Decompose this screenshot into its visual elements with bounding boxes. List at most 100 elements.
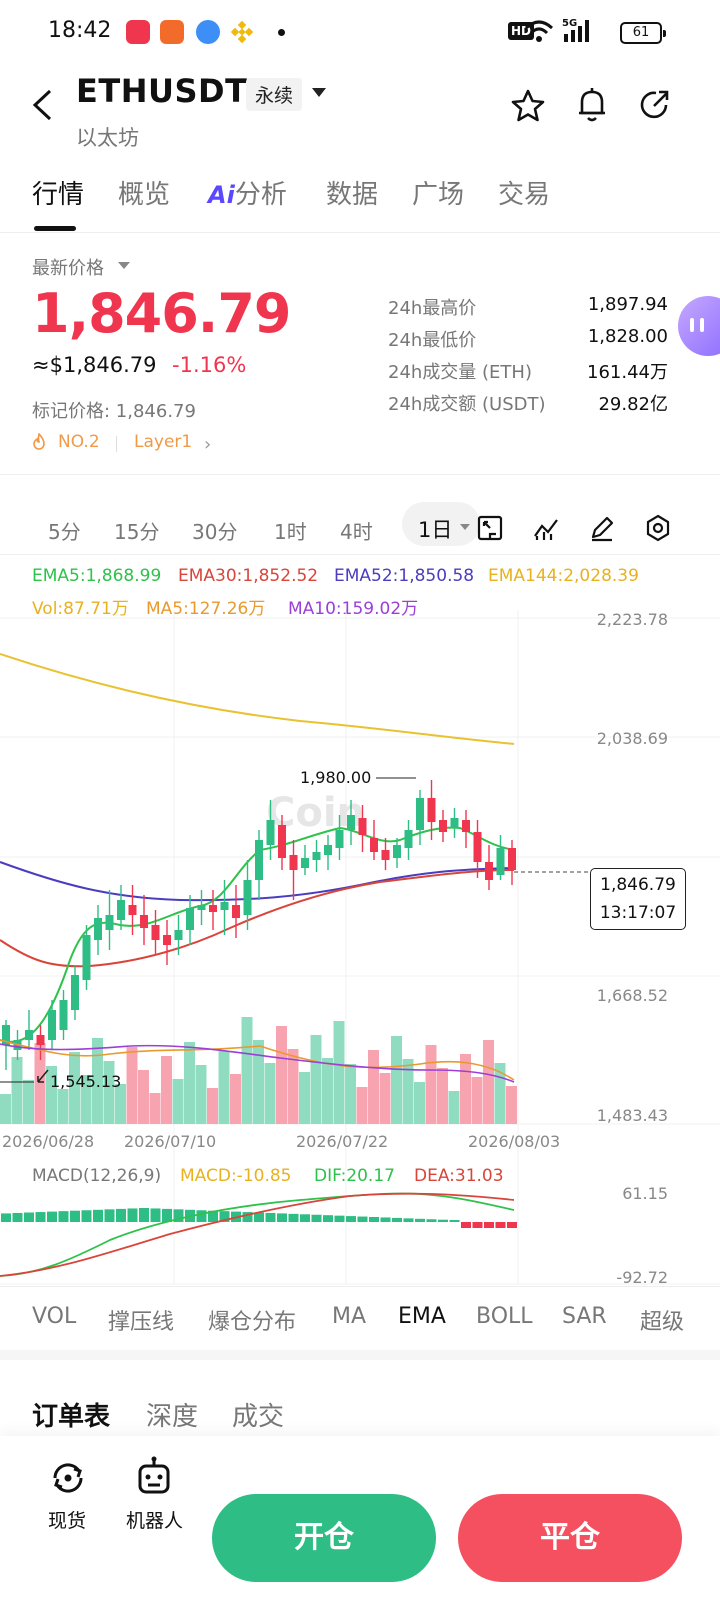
timeframe-5m[interactable]: 5分 [48, 520, 81, 544]
bot-label[interactable]: 机器人 [126, 1510, 184, 1532]
macd-bar [104, 1209, 115, 1222]
volume-bar [0, 1094, 11, 1124]
indicator-tab-vol[interactable]: VOL [32, 1304, 77, 1329]
macd-bar [484, 1222, 494, 1228]
volume-bar [172, 1079, 184, 1124]
back-icon[interactable] [30, 88, 54, 126]
tab-square[interactable]: 广场 [412, 180, 465, 210]
chevron-down-icon[interactable] [312, 88, 326, 97]
share-icon[interactable] [636, 86, 672, 128]
spot-swap-icon[interactable] [48, 1458, 88, 1502]
candle [197, 905, 206, 910]
open-position-button[interactable]: 开仓 [212, 1494, 436, 1582]
candle [278, 825, 286, 858]
ema30-legend: EMA30:1,852.52 [178, 566, 319, 586]
fullscreen-icon[interactable] [476, 514, 504, 546]
battery-icon: 61 [620, 22, 666, 44]
ema52-line [0, 861, 515, 902]
current-price-box[interactable]: 1,846.79 13:17:07 [590, 868, 686, 930]
tab-overview[interactable]: 概览 [118, 180, 171, 210]
asset-name: 以太坊 [76, 126, 139, 150]
candle [151, 925, 160, 940]
candle [232, 905, 240, 918]
tab-depth[interactable]: 深度 [146, 1402, 199, 1432]
volume-bar [264, 1063, 276, 1124]
rank-tag[interactable]: NO.2 [58, 432, 100, 452]
macd-value-legend: MACD:-10.85 [180, 1166, 292, 1186]
date-tick: 2026/08/03 [468, 1132, 561, 1151]
timeframe-4h[interactable]: 4时 [340, 520, 373, 544]
volume-bar [391, 1036, 402, 1124]
volume-bar [414, 1082, 425, 1124]
stat-turnover-label: 24h成交额 (USDT) [388, 394, 546, 415]
robot-icon[interactable] [134, 1456, 174, 1502]
volume-bar [92, 1038, 103, 1124]
indicator-tab-boll[interactable]: BOLL [476, 1304, 533, 1329]
candle [266, 820, 275, 845]
indicator-icon[interactable] [532, 514, 560, 546]
tab-market[interactable]: 行情 [32, 180, 85, 210]
ai-icon: Ai [208, 181, 235, 209]
volume-bar [506, 1086, 517, 1124]
macd-axis-top: 61.15 [622, 1184, 668, 1203]
divider [0, 554, 720, 555]
dif-line [0, 1192, 515, 1277]
indicator-tab-super[interactable]: 超级 [640, 1310, 685, 1335]
ema5-line [0, 826, 515, 1043]
status-time: 18:42 [48, 18, 112, 43]
macd-bar [254, 1212, 264, 1222]
spot-label[interactable]: 现货 [48, 1510, 87, 1532]
tab-orderbook[interactable]: 订单表 [32, 1402, 111, 1432]
volume-bar [138, 1070, 149, 1124]
macd-bar [357, 1216, 368, 1222]
indicator-tab-liquidation[interactable]: 爆仓分布 [208, 1310, 297, 1335]
draw-pencil-icon[interactable] [588, 514, 616, 546]
latest-price-label[interactable]: 最新价格 [32, 258, 104, 279]
macd-bar [58, 1211, 69, 1222]
tab-trades[interactable]: 成交 [232, 1402, 285, 1432]
price-axis-tick: 2,223.78 [596, 610, 668, 629]
settings-icon[interactable] [644, 514, 672, 546]
indicator-tab-support[interactable]: 撑压线 [108, 1310, 175, 1335]
macd-bar [426, 1219, 437, 1222]
assistant-bubble-icon[interactable] [678, 296, 720, 356]
macd-bar [127, 1208, 138, 1222]
volume-bar [287, 1049, 299, 1124]
macd-bar [380, 1217, 391, 1222]
timeframe-1h[interactable]: 1时 [274, 520, 307, 544]
indicator-tab-ema[interactable]: EMA [398, 1304, 446, 1329]
chevron-down-icon[interactable] [118, 262, 130, 269]
divider [116, 436, 117, 452]
kline-chart[interactable]: Coin [0, 0, 720, 1290]
tab-analysis[interactable]: Ai分析 [208, 174, 287, 211]
divider [0, 474, 720, 475]
bell-icon[interactable] [574, 86, 610, 128]
star-icon[interactable] [510, 88, 546, 128]
category-tag[interactable]: Layer1 [134, 432, 193, 452]
volume-bar [299, 1072, 310, 1124]
volume-bar [23, 1080, 34, 1124]
macd-bar [300, 1214, 310, 1222]
divider [0, 232, 720, 233]
indicator-tab-sar[interactable]: SAR [562, 1304, 607, 1329]
indicator-tab-ma[interactable]: MA [332, 1304, 367, 1329]
macd-bar [150, 1208, 161, 1222]
tab-trade[interactable]: 交易 [498, 180, 551, 210]
ema52-legend: EMA52:1,850.58 [334, 566, 475, 586]
binance-icon [230, 20, 254, 44]
tab-data[interactable]: 数据 [326, 180, 379, 210]
timeframe-30m[interactable]: 30分 [192, 520, 238, 544]
volume-bar [218, 1051, 230, 1124]
volume-bar [207, 1088, 218, 1124]
timeframe-15m[interactable]: 15分 [114, 520, 160, 544]
divider [0, 1350, 720, 1360]
chevron-right-icon[interactable]: › [204, 434, 212, 455]
contract-type-badge[interactable]: 永续 [246, 78, 303, 111]
candle [117, 900, 125, 920]
candle [2, 1025, 10, 1045]
symbol-title[interactable]: ETHUSDT [76, 72, 248, 110]
candle [209, 905, 217, 912]
close-position-button[interactable]: 平仓 [458, 1494, 682, 1582]
candle [370, 838, 378, 852]
vol-legend: Vol:87.71万 [32, 599, 129, 619]
